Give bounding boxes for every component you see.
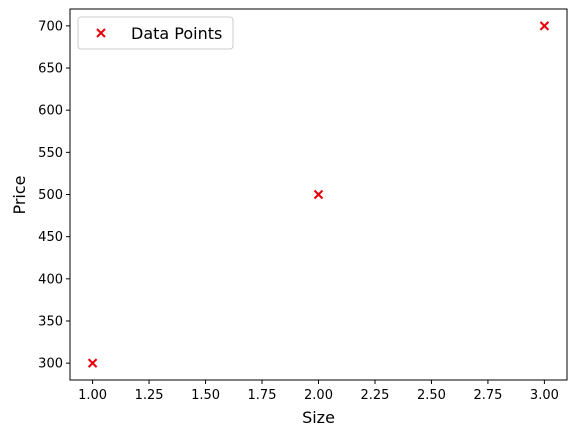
x-tick-label: 1.25 xyxy=(135,388,164,403)
data-points xyxy=(87,21,550,368)
data-point xyxy=(539,21,550,31)
y-tick-label: 550 xyxy=(38,146,63,161)
data-point xyxy=(313,189,324,200)
y-tick-label: 600 xyxy=(38,104,63,119)
data-point xyxy=(87,358,98,368)
x-tick-label: 1.00 xyxy=(78,388,107,403)
x-tick-label: 1.50 xyxy=(191,388,220,403)
legend-box xyxy=(77,16,234,50)
x-axis-ticks: 1.00 1.25 1.50 1.75 2.00 2.25 2.50 2.75 3.00 xyxy=(78,380,559,403)
legend: Data Points xyxy=(77,16,234,50)
legend-marker-x-icon xyxy=(96,28,106,38)
x-tick-label: 2.00 xyxy=(304,388,333,403)
y-tick-label: 650 xyxy=(38,62,63,77)
y-tick-label: 350 xyxy=(38,314,63,329)
x-tick-label: 1.75 xyxy=(248,388,277,403)
y-tick-label: 400 xyxy=(38,272,63,287)
legend-label: Data Points xyxy=(131,24,222,43)
y-tick-label: 300 xyxy=(38,357,63,372)
x-axis-label: Size xyxy=(302,408,335,427)
x-tick-label: 2.75 xyxy=(473,388,502,403)
x-tick-label: 3.00 xyxy=(530,388,559,403)
y-tick-label: 500 xyxy=(38,188,63,203)
y-tick-label: 700 xyxy=(38,19,63,34)
x-tick-label: 2.50 xyxy=(417,388,446,403)
y-tick-label: 450 xyxy=(38,230,63,245)
y-axis-label: Price xyxy=(10,175,29,214)
legend-marker xyxy=(96,28,106,38)
y-axis-ticks: 300 350 400 450 500 550 600 650 700 xyxy=(38,19,70,372)
x-tick-label: 2.25 xyxy=(361,388,390,403)
